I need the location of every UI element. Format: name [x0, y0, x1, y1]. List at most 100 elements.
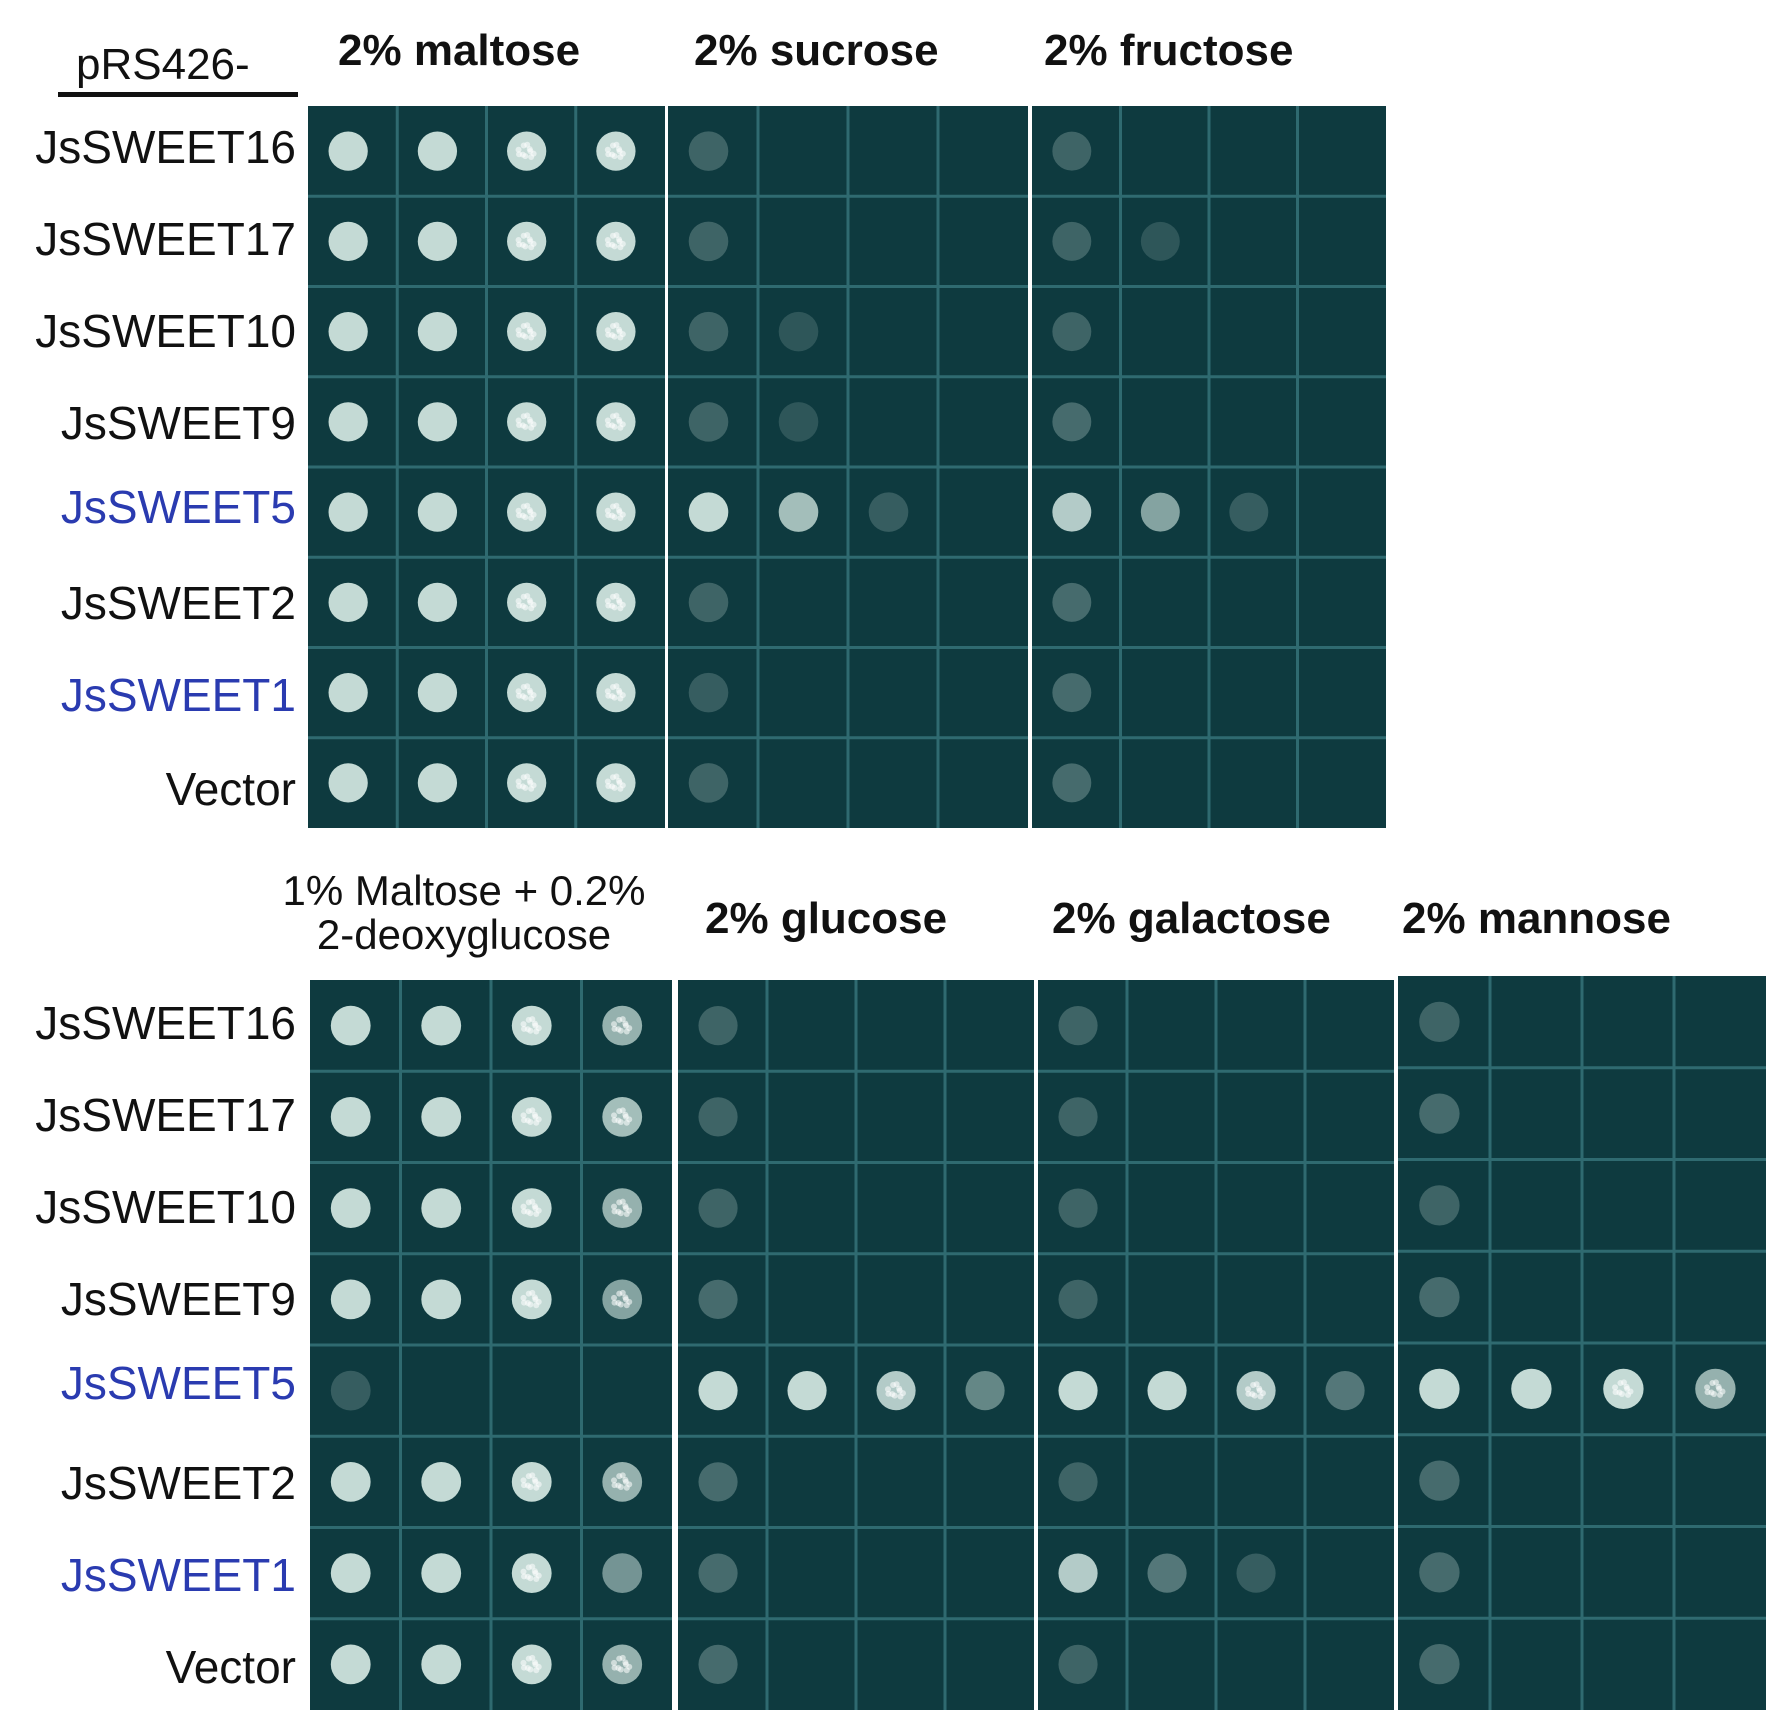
- colony-speckle: [616, 1655, 623, 1662]
- colony-speckle: [535, 1116, 542, 1123]
- colony-speckle: [516, 422, 523, 429]
- colony-speckle: [516, 602, 523, 609]
- colony-speckle: [531, 1568, 538, 1575]
- yeast-colony-spot: [417, 763, 458, 803]
- yeast-colony-spot: [328, 311, 368, 352]
- colony-speckle: [1704, 1389, 1711, 1396]
- colony-speckle: [616, 1108, 623, 1115]
- yeast-colony-spot: [1419, 1093, 1460, 1134]
- yeast-colony-spot: [507, 402, 547, 442]
- colony-speckle: [899, 1390, 906, 1397]
- colony-speckle: [611, 784, 618, 791]
- plate-bottom-mannose: [1398, 976, 1766, 1710]
- yeast-colony-spot: [1052, 312, 1092, 352]
- yeast-colony-spot: [507, 582, 547, 623]
- colony-speckle: [616, 777, 623, 784]
- yeast-colony-spot: [778, 402, 819, 442]
- colony-speckle: [522, 604, 529, 611]
- colony-speckle: [525, 1564, 532, 1571]
- colony-speckle: [520, 142, 527, 149]
- yeast-colony-spot: [688, 221, 729, 262]
- yeast-colony-spot: [602, 1644, 643, 1685]
- colony-speckle: [616, 1199, 623, 1206]
- row-label-top-vector: Vector: [165, 763, 296, 815]
- yeast-colony-spot: [421, 1553, 462, 1594]
- colony-speckle: [520, 683, 527, 690]
- colony-speckle: [525, 1108, 532, 1115]
- yeast-colony-spot: [417, 131, 458, 171]
- yeast-colony-spot: [778, 311, 819, 352]
- row-label-top-jssweet1: JsSWEET1: [60, 669, 296, 721]
- colony-speckle: [522, 243, 529, 250]
- colony-speckle: [611, 423, 618, 430]
- colony-speckle: [527, 1666, 534, 1673]
- colony-speckle: [527, 1575, 534, 1582]
- colony-speckle: [526, 687, 533, 694]
- colony-speckle: [521, 1573, 528, 1580]
- colony-speckle: [522, 514, 529, 521]
- colony-speckle: [516, 331, 523, 338]
- colony-speckle: [622, 1111, 629, 1118]
- colony-speckle: [605, 151, 612, 158]
- yeast-colony-spot: [596, 672, 636, 713]
- yeast-colony-spot: [602, 1461, 643, 1502]
- colony-speckle: [611, 604, 618, 611]
- yeast-colony-spot: [1325, 1371, 1365, 1411]
- colony-speckle: [611, 1294, 618, 1301]
- yeast-colony-spot: [1058, 1279, 1098, 1319]
- colony-speckle: [535, 1663, 542, 1670]
- yeast-colony-spot: [421, 1188, 462, 1229]
- colony-speckle: [611, 1664, 618, 1671]
- colony-speckle: [521, 1117, 528, 1124]
- row-label-bottom-jssweet17: JsSWEET17: [35, 1089, 296, 1141]
- yeast-colony-spot: [1052, 221, 1092, 261]
- colony-speckle: [619, 331, 626, 338]
- yeast-colony-spot: [1147, 1371, 1187, 1411]
- yeast-colony-spot: [511, 1553, 552, 1594]
- yeast-colony-spot: [417, 311, 458, 352]
- colony-speckle: [609, 232, 616, 239]
- row-label-top-jssweet16: JsSWEET16: [35, 121, 296, 173]
- colony-speckle: [611, 153, 618, 160]
- colony-speckle: [890, 1381, 897, 1388]
- yeast-colony-spot: [1052, 763, 1092, 803]
- yeast-colony-spot: [1229, 492, 1269, 532]
- colony-speckle: [522, 423, 529, 430]
- colony-speckle: [530, 421, 537, 428]
- yeast-colony-spot: [421, 1644, 462, 1685]
- colony-speckle: [605, 331, 612, 338]
- colony-speckle: [611, 1477, 618, 1484]
- row-label-bottom-jssweet10: JsSWEET10: [35, 1181, 296, 1233]
- colony-speckle: [516, 241, 523, 248]
- colony-speckle: [626, 1116, 633, 1123]
- colony-speckle: [1612, 1384, 1619, 1391]
- yeast-colony-spot: [1419, 1276, 1460, 1318]
- colony-speckle: [609, 683, 616, 690]
- colony-speckle: [604, 778, 611, 785]
- colony-speckle: [604, 688, 611, 695]
- plate-bottom-2dg: [310, 980, 672, 1710]
- colony-speckle: [896, 1385, 903, 1392]
- yeast-colony-spot: [868, 492, 909, 532]
- colony-speckle: [884, 1386, 891, 1393]
- colony-speckle: [520, 1659, 527, 1666]
- colony-speckle: [526, 777, 533, 784]
- colony-speckle: [619, 601, 626, 608]
- row-label-top-jssweet17: JsSWEET17: [35, 213, 296, 265]
- yeast-colony-spot: [698, 1644, 738, 1684]
- yeast-colony-spot: [417, 582, 458, 623]
- yeast-colony-spot: [330, 1005, 371, 1046]
- colony-speckle: [531, 1659, 538, 1666]
- colony-speckle: [521, 1208, 528, 1215]
- colony-speckle: [1250, 1381, 1257, 1388]
- colony-speckle: [604, 507, 611, 514]
- yeast-colony-spot: [330, 1461, 371, 1502]
- yeast-colony-spot: [511, 1461, 552, 1502]
- yeast-colony-spot: [1052, 131, 1092, 171]
- colony-speckle: [616, 236, 623, 243]
- colony-speckle: [605, 422, 612, 429]
- yeast-colony-spot: [1236, 1553, 1276, 1593]
- colony-speckle: [609, 593, 616, 600]
- colony-speckle: [520, 1294, 527, 1301]
- yeast-colony-spot: [602, 1279, 643, 1320]
